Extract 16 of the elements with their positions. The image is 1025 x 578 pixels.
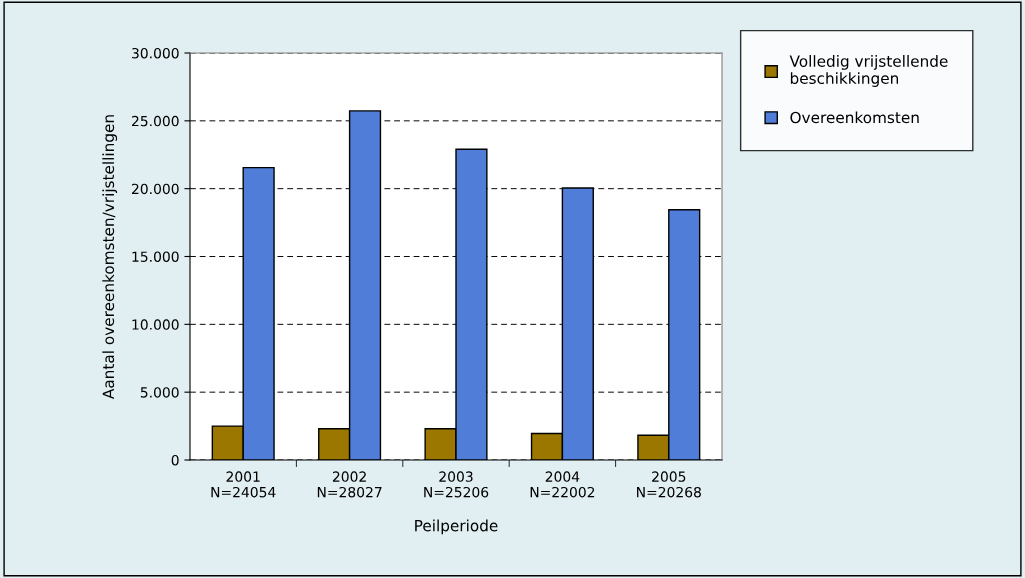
y-tick-label: 0	[171, 454, 179, 466]
legend-label: Overeenkomsten	[790, 111, 919, 124]
y-tick-label: 5.000	[140, 387, 179, 398]
x-axis-title: Peilperiode	[415, 519, 498, 535]
y-tick-label: 25.000	[132, 115, 179, 127]
x-tick-label: 2005 N=20268	[637, 471, 701, 498]
y-tick-label: 15.000	[132, 251, 179, 262]
x-tick-label: 2001 N=24054	[211, 471, 276, 498]
legend-label: Volledig vrijstellende beschikkingen	[789, 55, 948, 87]
x-tick-label: 2004 N=22002	[530, 471, 595, 498]
x-tick-label: 2002 N=28027	[317, 471, 382, 498]
y-axis-title: Aantal overeenkomsten/vrijstellingen	[102, 115, 118, 399]
y-tick-label: 20.000	[132, 183, 179, 195]
x-tick-label: 2003 N=25206	[424, 471, 489, 498]
y-tick-label: 30.000	[132, 47, 179, 59]
y-tick-label: 10.000	[132, 319, 179, 330]
